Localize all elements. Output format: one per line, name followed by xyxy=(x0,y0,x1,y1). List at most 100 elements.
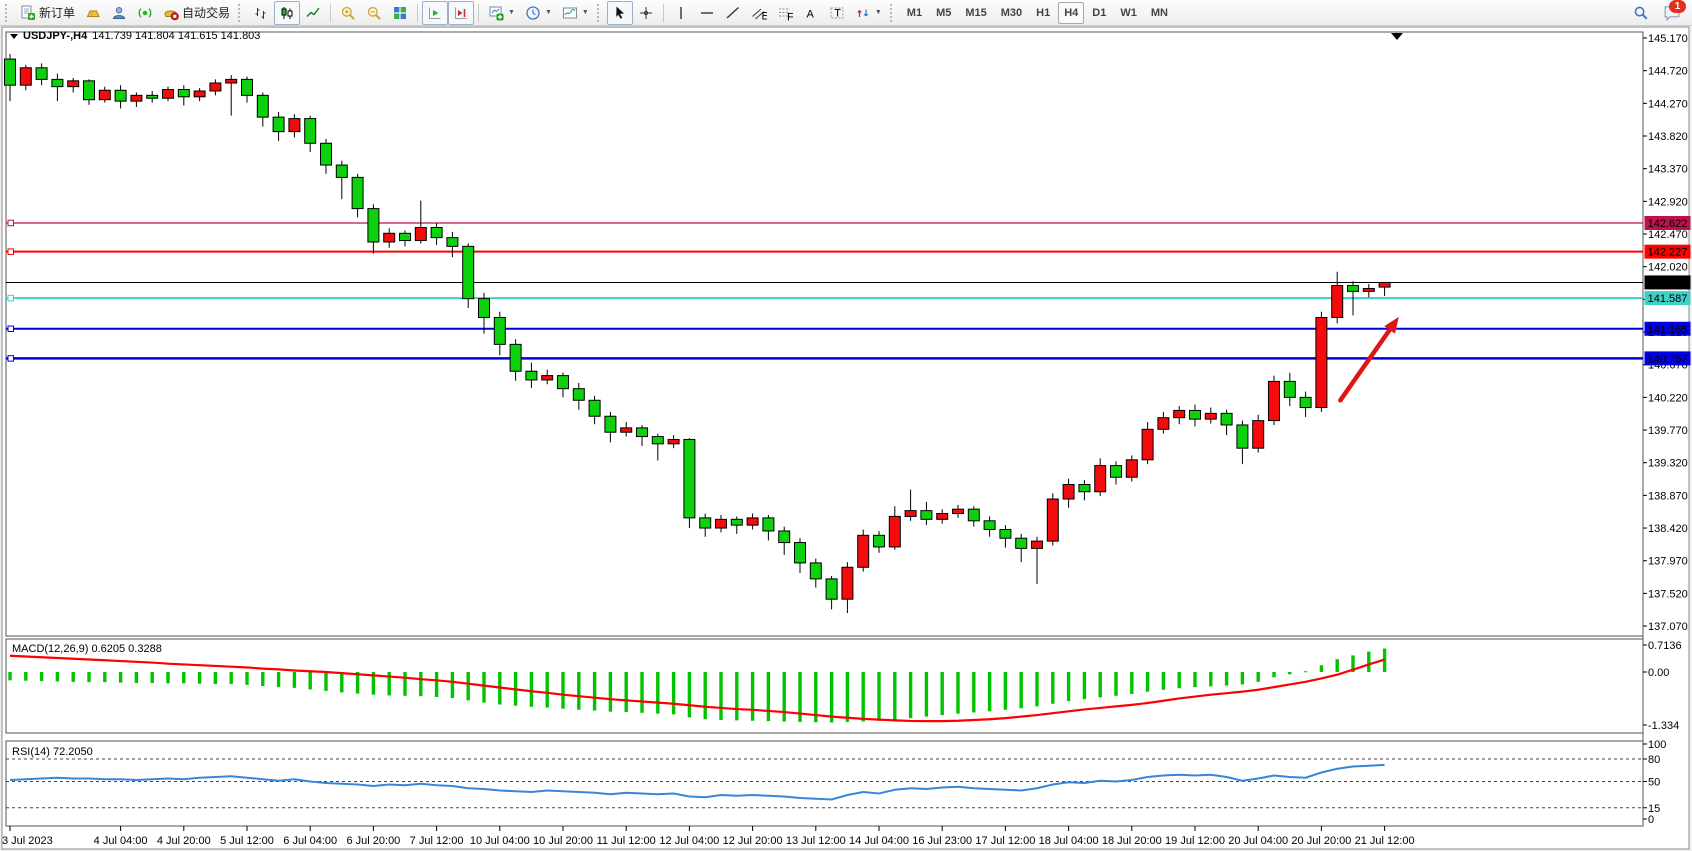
macd-histogram-bar xyxy=(577,672,581,710)
candle xyxy=(304,118,317,144)
periods-button[interactable]: ▼ xyxy=(520,1,557,25)
chart-shift-button[interactable] xyxy=(448,0,475,25)
price-badge xyxy=(1644,321,1691,336)
tile-windows-button[interactable] xyxy=(387,1,413,25)
price-tick-label: 139.320 xyxy=(1648,458,1688,470)
arrows-button[interactable]: ▼ xyxy=(850,1,887,25)
timeframe-button-mn[interactable]: MN xyxy=(1150,6,1168,19)
arrows-icon xyxy=(855,5,871,21)
chart-area[interactable]: 145.170 144.720 144.270 143.820 143.370 142.9… xyxy=(0,26,1692,851)
macd-histogram-bar xyxy=(87,672,91,683)
dropdown-caret-icon[interactable]: ▼ xyxy=(874,9,882,16)
search-button[interactable] xyxy=(1628,1,1654,25)
candle xyxy=(1173,409,1186,419)
timeframe-button-d1[interactable]: D1 xyxy=(1092,6,1107,19)
chart-shift-marker[interactable] xyxy=(1391,33,1403,40)
candle xyxy=(667,438,680,445)
macd-histogram-bar xyxy=(1193,672,1197,688)
macd-histogram-bar xyxy=(592,672,597,711)
level-line-anchor[interactable] xyxy=(7,355,14,362)
price-tick-label: 138.870 xyxy=(1648,490,1688,502)
timeframe-button-w1[interactable]: W1 xyxy=(1120,6,1137,19)
auto-scroll-button[interactable] xyxy=(422,0,449,25)
level-line-anchor[interactable] xyxy=(7,219,14,227)
price-tick-label: 139.770 xyxy=(1648,425,1688,437)
macd-histogram-bar xyxy=(1098,672,1102,698)
signals-button[interactable] xyxy=(132,1,158,25)
zoom-out-button[interactable] xyxy=(361,1,387,25)
new-order-button[interactable]: 新订单 xyxy=(15,1,80,25)
toolbar-grip[interactable] xyxy=(5,3,12,22)
dropdown-caret-icon[interactable]: ▼ xyxy=(508,9,515,16)
rsi-tick-label: 100 xyxy=(1648,739,1666,751)
candlestick-chart-button[interactable] xyxy=(274,0,301,25)
toolbar-grip[interactable] xyxy=(238,3,245,22)
candle xyxy=(541,375,554,381)
macd-histogram-bar xyxy=(877,672,881,721)
toolbar-grip[interactable] xyxy=(596,3,604,22)
candle xyxy=(430,226,443,239)
level-line-anchor[interactable] xyxy=(7,325,14,333)
label-button[interactable]: T xyxy=(824,1,850,25)
timeframe-button-m30[interactable]: M30 xyxy=(1000,6,1023,19)
text-button[interactable]: A xyxy=(798,1,824,25)
timeframe-button-m15[interactable]: M15 xyxy=(965,6,987,19)
macd-histogram-bar xyxy=(166,672,170,684)
candle xyxy=(114,89,127,102)
crosshair-button[interactable] xyxy=(633,1,659,25)
channel-button[interactable]: E xyxy=(746,1,772,25)
time-axis[interactable]: 3 Jul 2023 4 Jul 04:00 4 Jul 20:00 5 Jul 12… xyxy=(2,826,1415,847)
candle xyxy=(1062,483,1075,500)
price-axis[interactable]: 145.170 144.720 144.270 143.820 143.370 142.9… xyxy=(1643,33,1688,826)
candle xyxy=(462,245,475,300)
candle xyxy=(1283,380,1296,398)
timeframe-button-m5[interactable]: M5 xyxy=(936,6,952,19)
candle xyxy=(256,94,269,118)
signals-icon xyxy=(137,5,153,21)
fibonacci-button[interactable]: F xyxy=(772,1,798,25)
candle xyxy=(651,436,664,445)
macd-histogram-bar xyxy=(687,672,692,718)
metaeditor-button[interactable] xyxy=(80,1,106,25)
horizontal-line-button[interactable] xyxy=(694,1,720,25)
community-button[interactable] xyxy=(106,1,132,25)
trend-arrow-annotation[interactable] xyxy=(1338,316,1399,403)
candle xyxy=(1110,465,1122,478)
dropdown-caret-icon[interactable]: ▼ xyxy=(581,9,589,16)
timeframe-button-m1[interactable]: M1 xyxy=(906,6,923,19)
toolbar-grip[interactable] xyxy=(889,3,897,22)
candle xyxy=(509,343,522,372)
candle xyxy=(209,82,222,92)
timeframe-button-h1[interactable]: H1 xyxy=(1036,6,1051,19)
autotrading-button[interactable]: 自动交易 xyxy=(158,1,235,25)
price-badges[interactable]: 142.622 142.227 141.587 141.165 140.757 141.8… xyxy=(1644,215,1691,366)
templates-button[interactable]: ▼ xyxy=(557,1,594,25)
rsi-line xyxy=(9,763,1385,801)
macd-histogram-bar xyxy=(1319,665,1324,672)
candle xyxy=(857,534,870,568)
cursor-button[interactable] xyxy=(606,0,633,25)
zoom-in-button[interactable] xyxy=(335,1,361,25)
notifications-button[interactable]: 1 xyxy=(1662,0,1686,23)
timeframe-button-h4[interactable]: H4 xyxy=(1058,1,1085,24)
search-icon xyxy=(1633,5,1649,21)
macd-histogram-bar xyxy=(1003,672,1008,710)
line-chart-button[interactable] xyxy=(300,1,326,25)
price-tick-label: 138.420 xyxy=(1648,523,1688,535)
pane-borders xyxy=(5,31,1644,827)
new-order-icon xyxy=(20,5,36,21)
macd-histogram-bar xyxy=(1035,672,1039,707)
level-line-anchor[interactable] xyxy=(7,248,14,255)
level-line-anchor[interactable] xyxy=(7,294,14,302)
trendline-button[interactable] xyxy=(720,1,746,25)
macd-histogram-bar xyxy=(561,672,565,709)
candle xyxy=(146,94,159,99)
macd-histogram-bar xyxy=(1066,672,1071,702)
bar-chart-button[interactable] xyxy=(248,1,274,25)
new-chart-button[interactable]: ▼ xyxy=(483,1,520,25)
dropdown-caret-icon[interactable]: ▼ xyxy=(544,9,552,16)
chart-menu-icon[interactable] xyxy=(10,33,18,39)
vertical-line-button[interactable] xyxy=(668,1,694,25)
macd-histogram-bar xyxy=(276,672,281,688)
macd-histogram-bar xyxy=(1145,672,1150,692)
